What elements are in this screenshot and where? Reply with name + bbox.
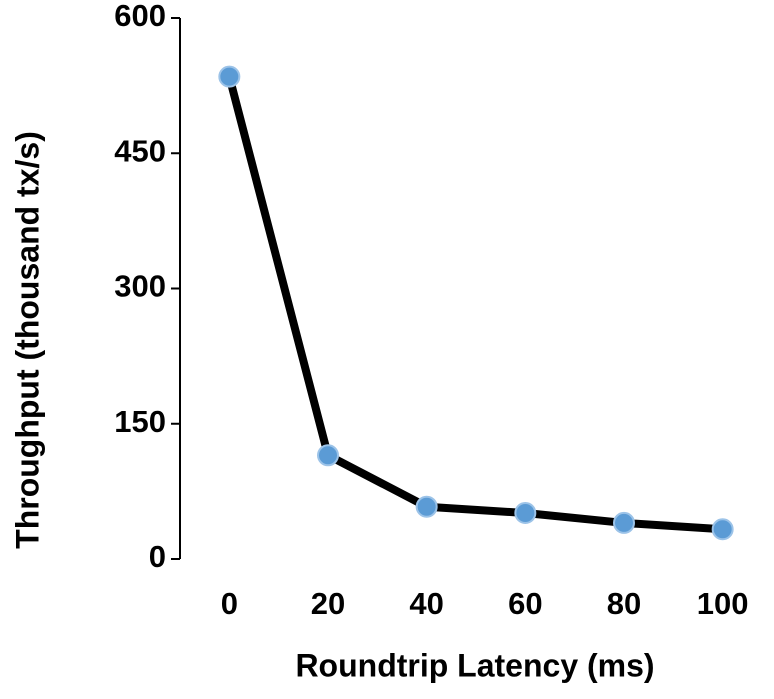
marker bbox=[514, 502, 537, 525]
marker bbox=[317, 444, 339, 467]
x-tick-label: 60 bbox=[508, 586, 542, 621]
y-tick-label: 450 bbox=[114, 133, 166, 168]
marker bbox=[218, 65, 241, 88]
x-tick-label: 20 bbox=[311, 586, 345, 621]
marker bbox=[415, 495, 438, 518]
line bbox=[225, 75, 723, 534]
y-tick-label: 300 bbox=[114, 269, 166, 304]
x-tick-label: 80 bbox=[607, 586, 641, 621]
y-axis-title: Throughput (thousand tx/s) bbox=[9, 131, 45, 549]
x-tick-label: 40 bbox=[409, 586, 443, 621]
x-tick-label: 0 bbox=[221, 586, 238, 621]
marker bbox=[613, 511, 635, 534]
y-tick-label: 0 bbox=[149, 539, 166, 574]
marker bbox=[711, 518, 734, 541]
y-tick-label: 600 bbox=[114, 0, 166, 33]
y-tick-label: 150 bbox=[114, 404, 166, 439]
x-tick-label: 100 bbox=[697, 586, 749, 621]
x-axis-title: Roundtrip Latency (ms) bbox=[295, 647, 654, 683]
